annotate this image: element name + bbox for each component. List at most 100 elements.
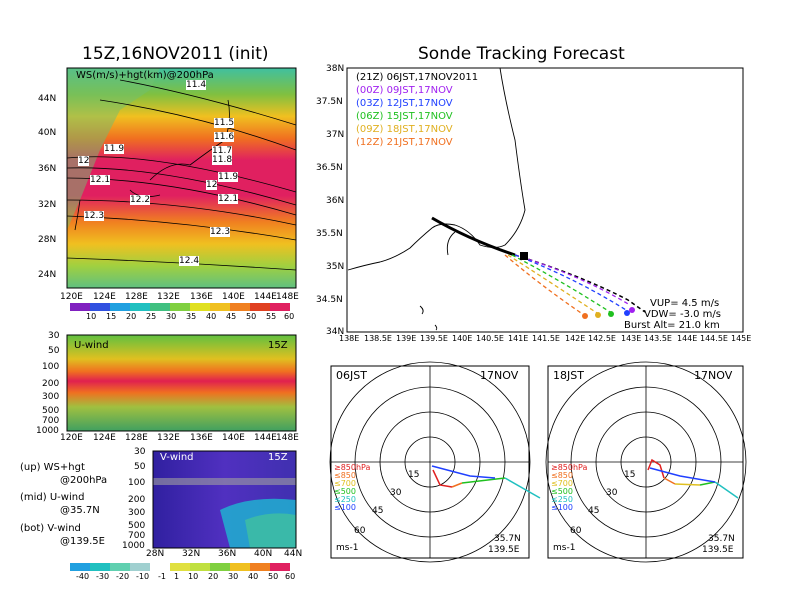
legend-item: (09Z) 18JST,17NOV [356, 124, 453, 135]
hodo2-level: ≤850 [551, 471, 573, 480]
v-xtick: 44N [284, 549, 303, 559]
sonde-lat-tick: 34.5N [316, 295, 343, 305]
hodograph-2 [545, 361, 747, 563]
param-vup: VUP= 4.5 m/s [650, 298, 720, 309]
legend-item: (00Z) 09JST,17NOV [356, 85, 453, 96]
colorbar-tick: 55 [266, 312, 277, 321]
legend-item: (12Z) 21JST,17NOV [356, 137, 453, 148]
hodo2-lat: 35.7N [708, 534, 735, 544]
u-ytick: 100 [42, 362, 60, 372]
note-mid: (mid) U-wind [20, 492, 85, 503]
v-wind-time: 15Z [268, 452, 288, 463]
lon-tick: 144E [254, 292, 277, 302]
contour-label: 11.9 [218, 172, 239, 182]
v-wind-panel [152, 450, 297, 549]
ws-colorbar [70, 303, 290, 311]
left-title: 15Z,16NOV2011 (init) [82, 44, 269, 64]
hodo2-ring: 45 [588, 506, 600, 516]
u-ytick: 30 [48, 331, 60, 341]
u-ytick: 300 [42, 392, 60, 402]
lon-tick: 140E [222, 292, 245, 302]
v-ytick: 300 [128, 508, 146, 518]
v-colorbar-tick: -10 [136, 572, 150, 581]
note-up-sub: @200hPa [60, 475, 108, 486]
contour-label: 12 [206, 180, 218, 190]
ws-map-label: WS(m/s)+hgt(km)@200hPa [76, 70, 214, 81]
sonde-lat-tick: 34N [326, 327, 345, 337]
hodo1-lon: 139.5E [488, 545, 520, 555]
v-colorbar-tick: 30 [228, 572, 239, 581]
sonde-lon-tick: 142.5E [588, 334, 616, 343]
hodo1-unit: ms-1 [336, 543, 359, 553]
lon-tick: 124E [93, 292, 116, 302]
v-colorbar-tick: -20 [116, 572, 130, 581]
lat-tick: 24N [38, 270, 57, 280]
lon-tick: 120E [60, 292, 83, 302]
sonde-lon-tick: 143.5E [644, 334, 672, 343]
hodo1-ring: 15 [408, 470, 420, 480]
v-xtick: 28N [146, 549, 165, 559]
hodo2-ring: 30 [606, 488, 618, 498]
hodo2-level: ≤250 [551, 495, 573, 504]
hodo2-level: ≤500 [551, 487, 573, 496]
u-xtick: 148E [276, 433, 299, 443]
contour-label: 11.8 [212, 155, 233, 165]
param-vdw: VDW= -3.0 m/s [644, 309, 721, 320]
note-mid-sub: @35.7N [60, 505, 100, 516]
colorbar-tick: 25 [146, 312, 157, 321]
sonde-lon-tick: 139E [396, 334, 417, 343]
sonde-lon-tick: 138E [339, 334, 360, 343]
v-ytick: 30 [134, 447, 146, 457]
hodo2-ring: 15 [624, 470, 636, 480]
colorbar-tick: 10 [86, 312, 97, 321]
sonde-lon-tick: 141E [508, 334, 529, 343]
contour-label: 12.4 [179, 256, 200, 266]
u-xtick: 132E [157, 433, 180, 443]
u-ytick: 700 [42, 416, 60, 426]
colorbar-tick: 45 [226, 312, 237, 321]
hodo2-level: ≤100 [551, 503, 573, 512]
lon-tick: 136E [190, 292, 213, 302]
sonde-lat-tick: 36.5N [316, 163, 343, 173]
v-colorbar-tick: -1 [158, 572, 166, 581]
colorbar-tick: 30 [166, 312, 177, 321]
colorbar-tick: 15 [106, 312, 117, 321]
u-xtick: 140E [222, 433, 245, 443]
contour-label: 11.5 [214, 118, 235, 128]
v-ytick: 50 [134, 462, 146, 472]
u-xtick: 144E [254, 433, 277, 443]
note-bot-sub: @139.5E [60, 536, 105, 547]
colorbar-tick: 20 [126, 312, 137, 321]
sonde-lat-tick: 35N [326, 262, 345, 272]
sonde-lat-tick: 36N [326, 196, 345, 206]
hodo2-level: ≥850hPa [551, 463, 588, 472]
legend-item: (06Z) 15JST,17NOV [356, 111, 453, 122]
hodograph-1 [329, 361, 541, 563]
note-bot: (bot) V-wind [20, 523, 81, 534]
v-xtick: 32N [182, 549, 201, 559]
contour-label: 12.2 [130, 195, 151, 205]
sonde-lon-tick: 144.5E [700, 334, 728, 343]
u-ytick: 1000 [36, 426, 59, 436]
u-ytick: 50 [48, 346, 60, 356]
sonde-lat-tick: 37.5N [316, 97, 343, 107]
v-xtick: 40N [254, 549, 273, 559]
lat-tick: 32N [38, 200, 57, 210]
u-ytick: 500 [42, 406, 60, 416]
contour-label: 12.1 [218, 194, 239, 204]
hodo2-date: 17NOV [694, 369, 733, 382]
hodo2-time: 18JST [553, 369, 584, 382]
v-colorbar [70, 563, 290, 571]
sonde-lon-tick: 144E [677, 334, 698, 343]
u-wind-label: U-wind [74, 340, 109, 351]
hodo1-level: ≤850 [334, 471, 356, 480]
colorbar-tick: 40 [206, 312, 217, 321]
hodo2-lon: 139.5E [702, 545, 734, 555]
right-title: Sonde Tracking Forecast [418, 44, 625, 64]
hodo1-level: ≤500 [334, 487, 356, 496]
sonde-lat-tick: 37N [326, 130, 345, 140]
sonde-lon-tick: 139.5E [420, 334, 448, 343]
sonde-lon-tick: 145E [731, 334, 752, 343]
sonde-lat-tick: 35.5N [316, 229, 343, 239]
